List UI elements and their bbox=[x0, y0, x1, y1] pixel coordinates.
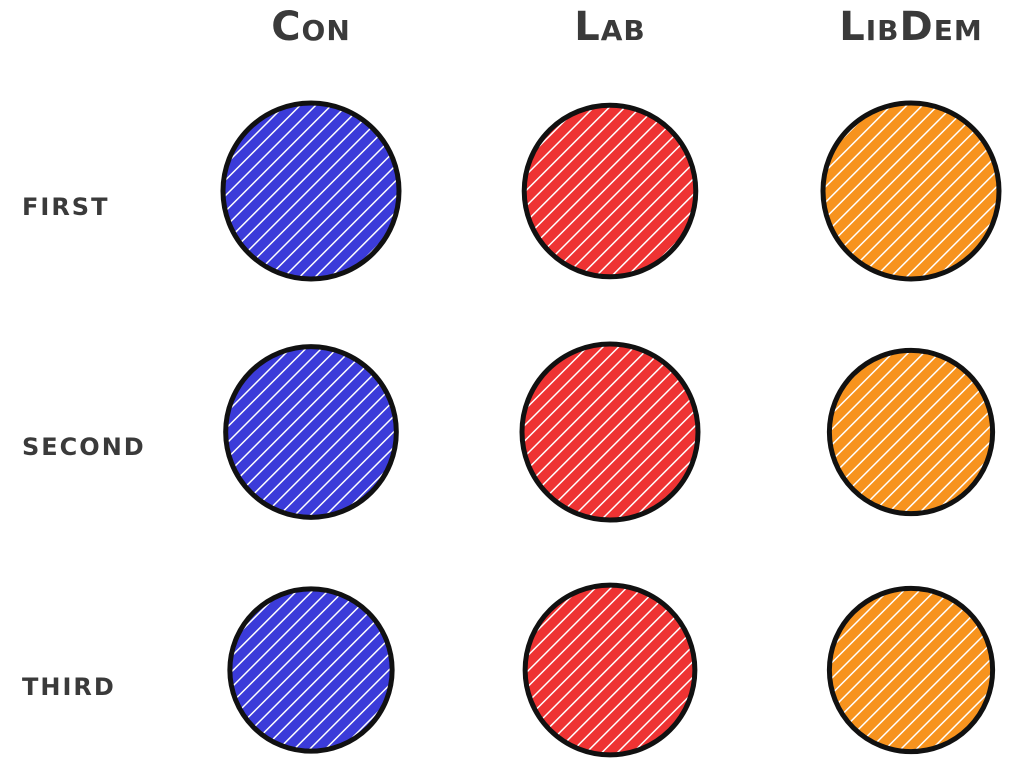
bubble-outline-libdem-first bbox=[820, 100, 1002, 282]
bubble-outline-con-second bbox=[223, 344, 399, 520]
bubble-outline-con-third bbox=[227, 586, 395, 754]
bubble-grid bbox=[220, 100, 1002, 758]
bubble-libdem-second bbox=[829, 350, 993, 514]
row-label-third: third bbox=[22, 664, 116, 704]
bubble-libdem-first bbox=[823, 103, 999, 279]
bubble-outline-libdem-second bbox=[826, 347, 996, 517]
bubble-con-second bbox=[225, 346, 397, 518]
row-label-first: first bbox=[22, 184, 109, 224]
bubble-outline-lab-first bbox=[521, 102, 699, 280]
bubble-con-third bbox=[229, 588, 393, 752]
bubble-con-first bbox=[223, 103, 399, 279]
bubble-outline-lab-third bbox=[522, 582, 698, 758]
column-label-libdem: LibDem bbox=[839, 4, 982, 50]
bubble-lab-second bbox=[522, 344, 698, 520]
bubble-outline-libdem-third bbox=[826, 585, 996, 755]
bubble-outline-con-first bbox=[220, 100, 402, 282]
bubble-lab-first bbox=[524, 105, 696, 277]
bubble-libdem-third bbox=[829, 588, 993, 752]
column-label-lab: Lab bbox=[574, 4, 646, 50]
row-label-second: second bbox=[22, 424, 146, 464]
bubble-outline-lab-second bbox=[519, 341, 701, 523]
column-label-con: Con bbox=[271, 4, 351, 50]
bubble-lab-third bbox=[525, 585, 695, 755]
